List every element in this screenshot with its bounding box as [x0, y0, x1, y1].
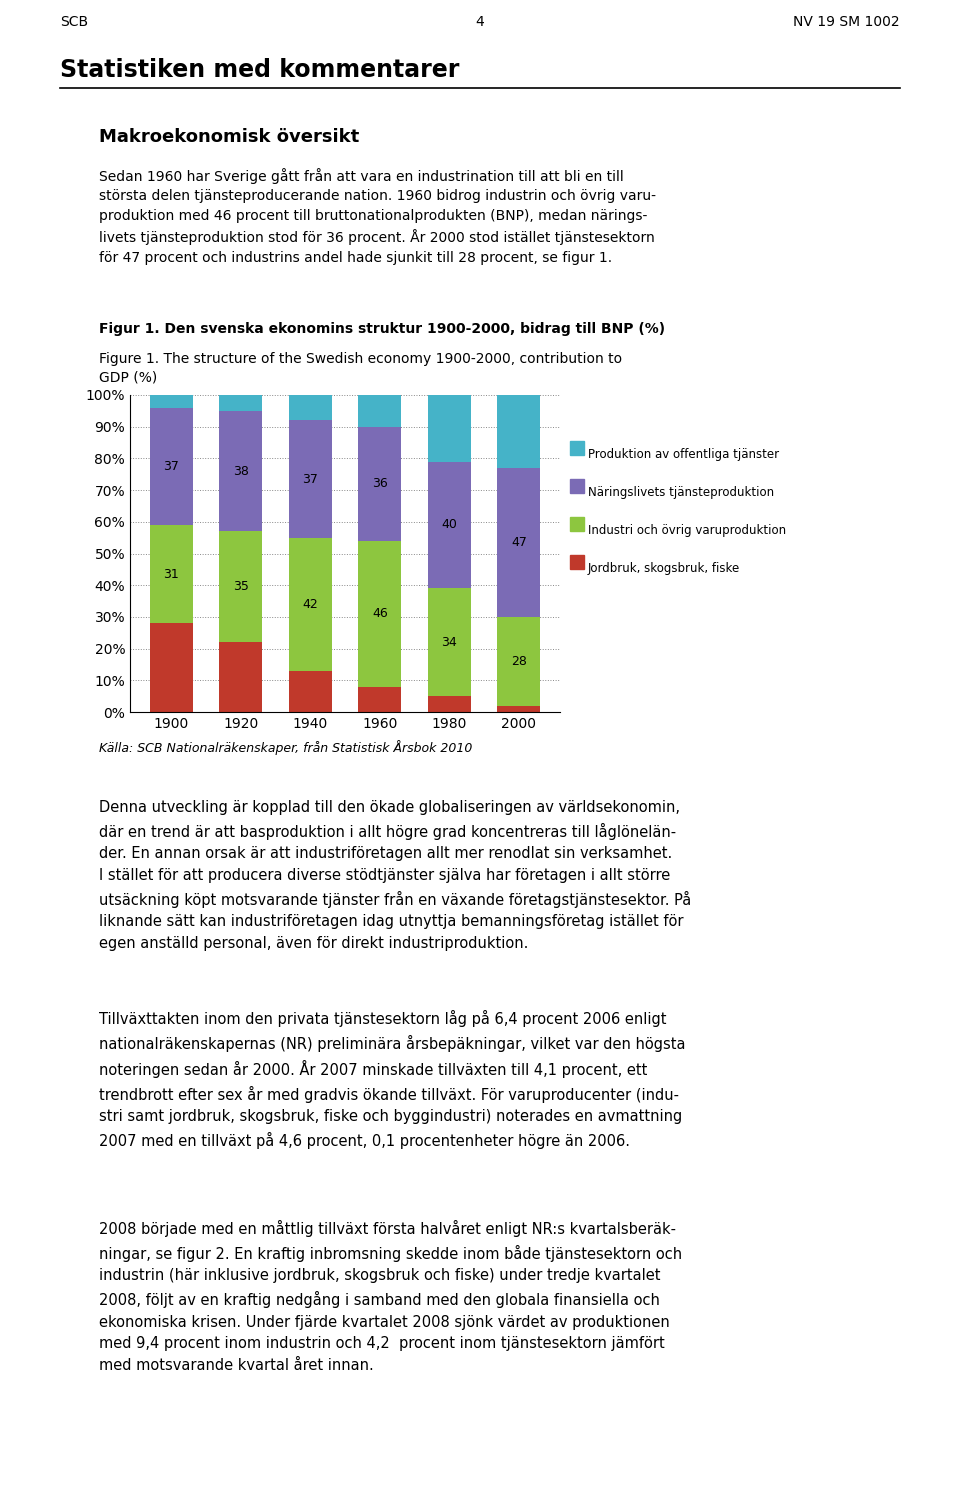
Bar — [358, 396, 401, 427]
Bar — [428, 396, 471, 461]
Text: Produktion av offentliga tjänster: Produktion av offentliga tjänster — [588, 448, 780, 461]
Bar — [289, 538, 332, 671]
Bar — [358, 687, 401, 712]
Text: Figur 1. Den svenska ekonomins struktur 1900-2000, bidrag till BNP (%): Figur 1. Den svenska ekonomins struktur … — [99, 323, 665, 336]
Text: Näringslivets tjänsteproduktion: Näringslivets tjänsteproduktion — [588, 486, 774, 500]
Text: Källa: SCB Nationalräkenskaper, från Statistisk Årsbok 2010: Källa: SCB Nationalräkenskaper, från Sta… — [99, 741, 472, 755]
Text: 2008 började med en måttlig tillväxt första halvåret enligt NR:s kvartalsberäk-
: 2008 började med en måttlig tillväxt för… — [99, 1219, 682, 1373]
Bar — [289, 421, 332, 538]
Text: 42: 42 — [302, 598, 318, 611]
Text: Sedan 1960 har Sverige gått från att vara en industrination till att bli en till: Sedan 1960 har Sverige gått från att var… — [99, 168, 656, 265]
Bar — [497, 396, 540, 468]
Bar — [428, 461, 471, 589]
Text: Makroekonomisk översikt: Makroekonomisk översikt — [99, 128, 359, 146]
Text: 37: 37 — [163, 459, 180, 473]
Bar — [219, 531, 262, 642]
Bar — [289, 396, 332, 421]
Text: Figure 1. The structure of the Swedish economy 1900-2000, contribution to
GDP (%: Figure 1. The structure of the Swedish e… — [99, 352, 622, 385]
Text: 38: 38 — [232, 464, 249, 477]
Text: 36: 36 — [372, 477, 388, 491]
Bar — [150, 623, 193, 712]
Bar — [219, 642, 262, 712]
Bar — [150, 525, 193, 623]
Bar — [428, 696, 471, 712]
Text: Denna utveckling är kopplad till den ökade globaliseringen av världsekonomin,
dä: Denna utveckling är kopplad till den öka… — [99, 800, 691, 950]
Text: 34: 34 — [442, 636, 457, 648]
Text: 4: 4 — [475, 15, 485, 30]
Text: Industri och övrig varuproduktion: Industri och övrig varuproduktion — [588, 523, 786, 537]
Bar — [150, 396, 193, 407]
Text: NV 19 SM 1002: NV 19 SM 1002 — [793, 15, 900, 30]
Text: Jordbruk, skogsbruk, fiske: Jordbruk, skogsbruk, fiske — [588, 562, 740, 575]
Bar — [289, 671, 332, 712]
Bar — [219, 410, 262, 531]
Bar — [497, 617, 540, 706]
Bar — [358, 541, 401, 687]
Text: Tillväxttakten inom den privata tjänstesektorn låg på 6,4 procent 2006 enligt
na: Tillväxttakten inom den privata tjänstes… — [99, 1010, 685, 1149]
Text: Statistiken med kommentarer: Statistiken med kommentarer — [60, 58, 460, 82]
Bar — [497, 706, 540, 712]
Text: 46: 46 — [372, 607, 388, 620]
Bar — [428, 589, 471, 696]
Bar — [150, 407, 193, 525]
Bar — [358, 427, 401, 541]
Bar — [219, 396, 262, 410]
Text: 31: 31 — [163, 568, 179, 580]
Text: 37: 37 — [302, 473, 318, 485]
Text: 40: 40 — [442, 519, 457, 531]
Bar — [497, 468, 540, 617]
Text: 35: 35 — [232, 580, 249, 593]
Text: SCB: SCB — [60, 15, 88, 30]
Text: 47: 47 — [511, 535, 527, 549]
Text: 28: 28 — [511, 654, 527, 668]
